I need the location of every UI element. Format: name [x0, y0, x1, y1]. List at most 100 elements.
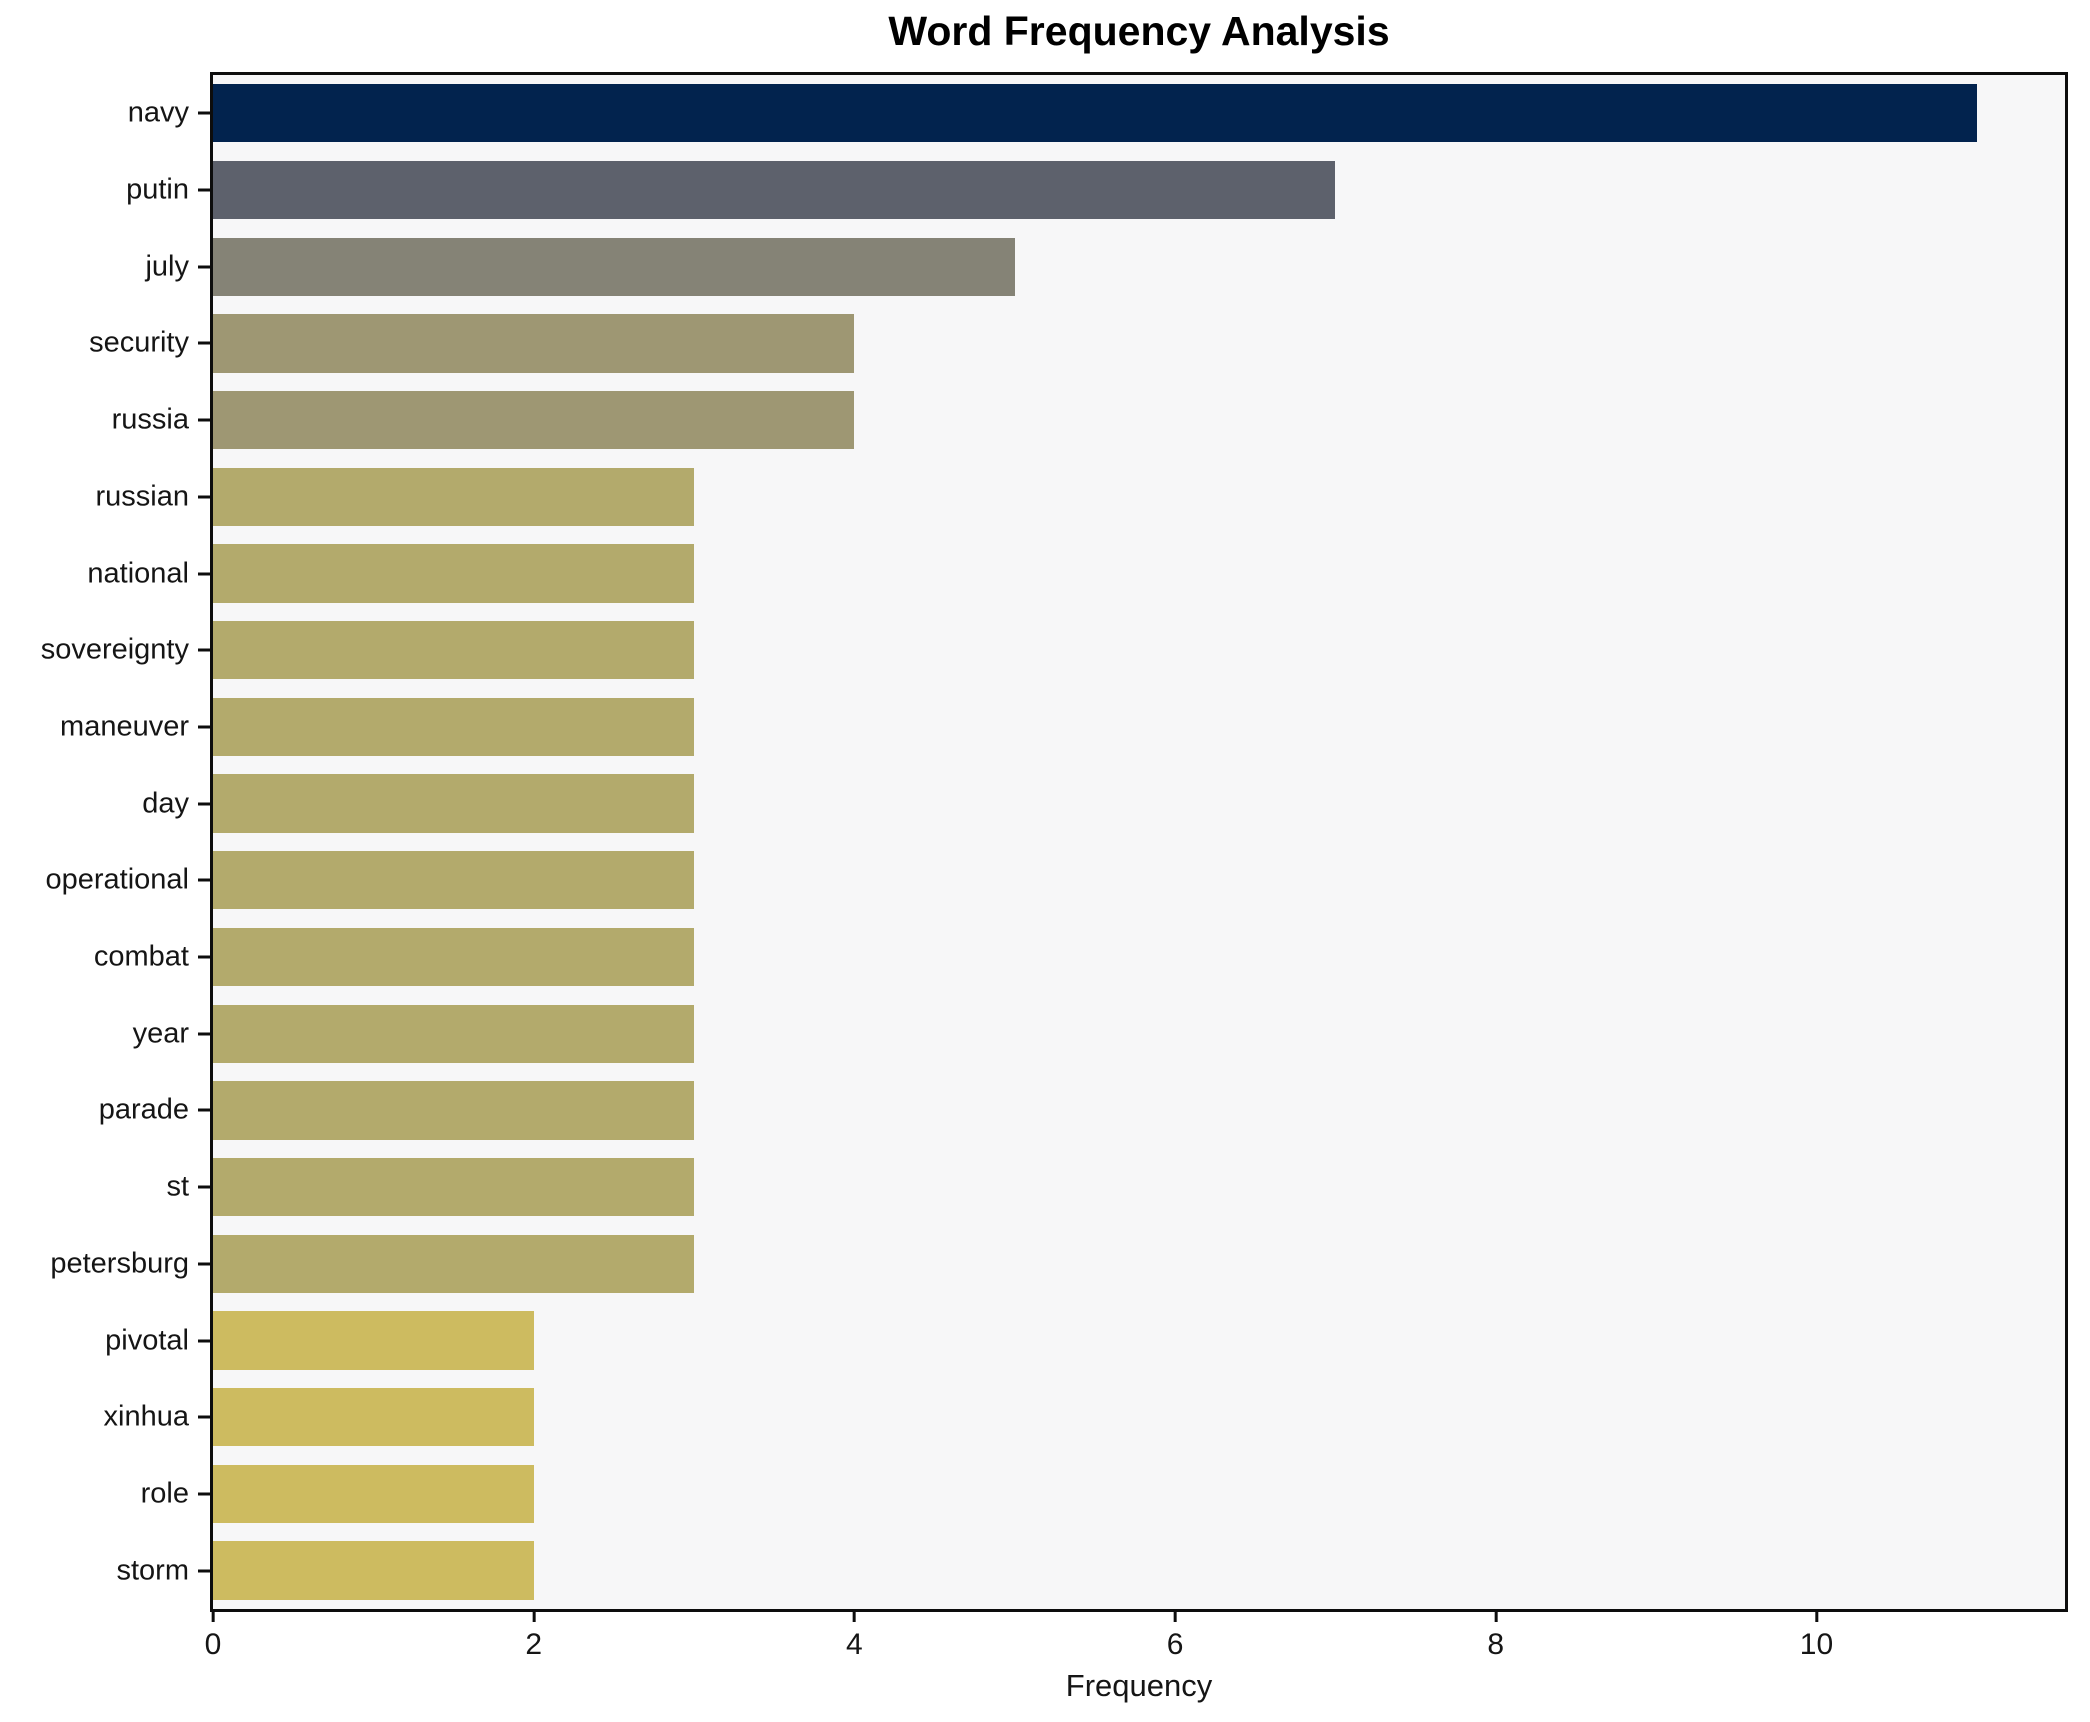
y-tick-mark — [198, 725, 210, 729]
plot-area: navy putin july security russia russian nation… — [41, 72, 2068, 1661]
y-tick-label-security: security — [89, 326, 189, 359]
bar-sovereignty — [213, 621, 695, 680]
bar-operational — [213, 851, 695, 910]
chart-title: Word Frequency Analysis — [888, 8, 1390, 54]
x-tick-6: 6 — [1167, 1609, 1183, 1662]
bar-july — [213, 237, 1015, 296]
y-tick-mark — [198, 878, 210, 882]
bar-national — [213, 544, 695, 603]
x-tick-10: 10 — [1800, 1609, 1833, 1662]
y-tick-label-storm: storm — [116, 1554, 190, 1587]
chart-row-xinhua: xinhua — [104, 1379, 2065, 1456]
y-tick-label-maneuver: maneuver — [60, 710, 189, 743]
y-tick-label-year: year — [132, 1017, 189, 1050]
y-tick-mark — [198, 1185, 210, 1189]
chart-row-role: role — [141, 1456, 2065, 1533]
y-tick-mark — [198, 495, 210, 499]
x-tick-label: 8 — [1487, 1628, 1505, 1661]
chart-row-st: st — [166, 1149, 2065, 1226]
y-tick-label-sovereignty: sovereignty — [40, 633, 189, 666]
bar-storm — [213, 1541, 534, 1600]
y-tick-label-pivotal: pivotal — [105, 1324, 189, 1357]
bar-parade — [213, 1081, 695, 1140]
bar-pivotal — [213, 1311, 534, 1370]
chart-row-july: july — [145, 228, 2065, 305]
bar-xinhua — [213, 1388, 534, 1447]
chart-row-sovereignty: sovereignty — [41, 612, 2065, 689]
y-tick-label-petersburg: petersburg — [50, 1247, 189, 1280]
y-tick-label-russia: russia — [111, 403, 189, 436]
y-tick-label-russian: russian — [95, 480, 190, 513]
bar-maneuver — [213, 697, 695, 757]
y-tick-mark — [198, 1108, 210, 1112]
x-tick-label: 2 — [525, 1628, 543, 1661]
x-tick-mark — [1814, 1609, 1818, 1622]
y-tick-mark — [198, 1262, 210, 1266]
y-tick-label-national: national — [87, 557, 189, 590]
bar-year — [213, 1004, 695, 1063]
bar-navy — [213, 84, 1977, 143]
y-tick-mark — [198, 188, 210, 192]
y-tick-mark — [198, 341, 210, 345]
y-tick-mark — [198, 1339, 210, 1343]
x-tick-0: 0 — [204, 1609, 222, 1662]
bar-st — [213, 1157, 695, 1217]
bar-role — [213, 1464, 534, 1524]
y-tick-mark — [198, 1415, 210, 1419]
x-tick-label: 4 — [846, 1628, 863, 1661]
y-tick-mark — [198, 648, 210, 652]
y-tick-mark — [198, 418, 210, 422]
bar-russia — [213, 390, 855, 450]
bar-security — [213, 314, 855, 373]
y-tick-label-parade: parade — [98, 1093, 189, 1126]
bar-combat — [213, 927, 695, 987]
y-tick-mark — [198, 265, 210, 269]
y-tick-mark — [198, 802, 210, 806]
bar-petersburg — [213, 1234, 695, 1293]
x-axis-label: Frequency — [1065, 1668, 1213, 1703]
chart-row-putin: putin — [126, 152, 2065, 229]
bar-russian — [213, 467, 695, 526]
x-tick-mark — [1494, 1609, 1498, 1622]
y-tick-label-navy: navy — [127, 96, 189, 129]
chart-row-navy: navy — [128, 75, 2065, 152]
chart-row-russia: russia — [112, 382, 2065, 459]
y-tick-mark — [198, 1492, 210, 1496]
y-tick-mark — [198, 955, 210, 959]
chart-row-day: day — [142, 765, 2065, 842]
x-tick-mark — [852, 1609, 856, 1622]
x-tick-mark — [532, 1609, 536, 1622]
x-tick-2: 2 — [525, 1609, 542, 1662]
y-tick-label-day: day — [142, 787, 189, 820]
chart-row-parade: parade — [99, 1072, 2065, 1149]
y-tick-mark — [198, 1569, 210, 1573]
x-tick-label: 0 — [204, 1628, 222, 1661]
chart-row-year: year — [133, 995, 2065, 1072]
bar-day — [213, 774, 695, 833]
chart-row-security: security — [89, 305, 2065, 382]
x-tick-4: 4 — [846, 1609, 863, 1662]
x-tick-mark — [1173, 1609, 1177, 1622]
y-tick-label-combat: combat — [93, 940, 189, 973]
y-tick-label-xinhua: xinhua — [103, 1400, 189, 1433]
chart-row-operational: operational — [46, 842, 2065, 919]
y-tick-mark — [198, 572, 210, 576]
y-tick-label-july: july — [145, 250, 189, 283]
y-tick-mark — [198, 1032, 210, 1036]
x-tick-8: 8 — [1487, 1609, 1504, 1662]
bar-putin — [213, 160, 1336, 220]
chart-row-maneuver: maneuver — [60, 689, 2065, 766]
y-tick-label-putin: putin — [126, 173, 189, 206]
chart-row-combat: combat — [94, 919, 2065, 996]
chart-row-storm: storm — [117, 1532, 2065, 1609]
chart-row-national: national — [87, 535, 2065, 612]
chart-row-russian: russian — [96, 459, 2065, 536]
chart-row-petersburg: petersburg — [50, 1226, 2065, 1303]
y-tick-label-role: role — [140, 1477, 189, 1510]
chart-row-pivotal: pivotal — [105, 1302, 2065, 1379]
x-tick-label: 10 — [1799, 1628, 1834, 1661]
y-tick-mark — [198, 111, 210, 115]
y-tick-label-operational: operational — [45, 863, 190, 896]
y-tick-label-st: st — [166, 1170, 189, 1203]
